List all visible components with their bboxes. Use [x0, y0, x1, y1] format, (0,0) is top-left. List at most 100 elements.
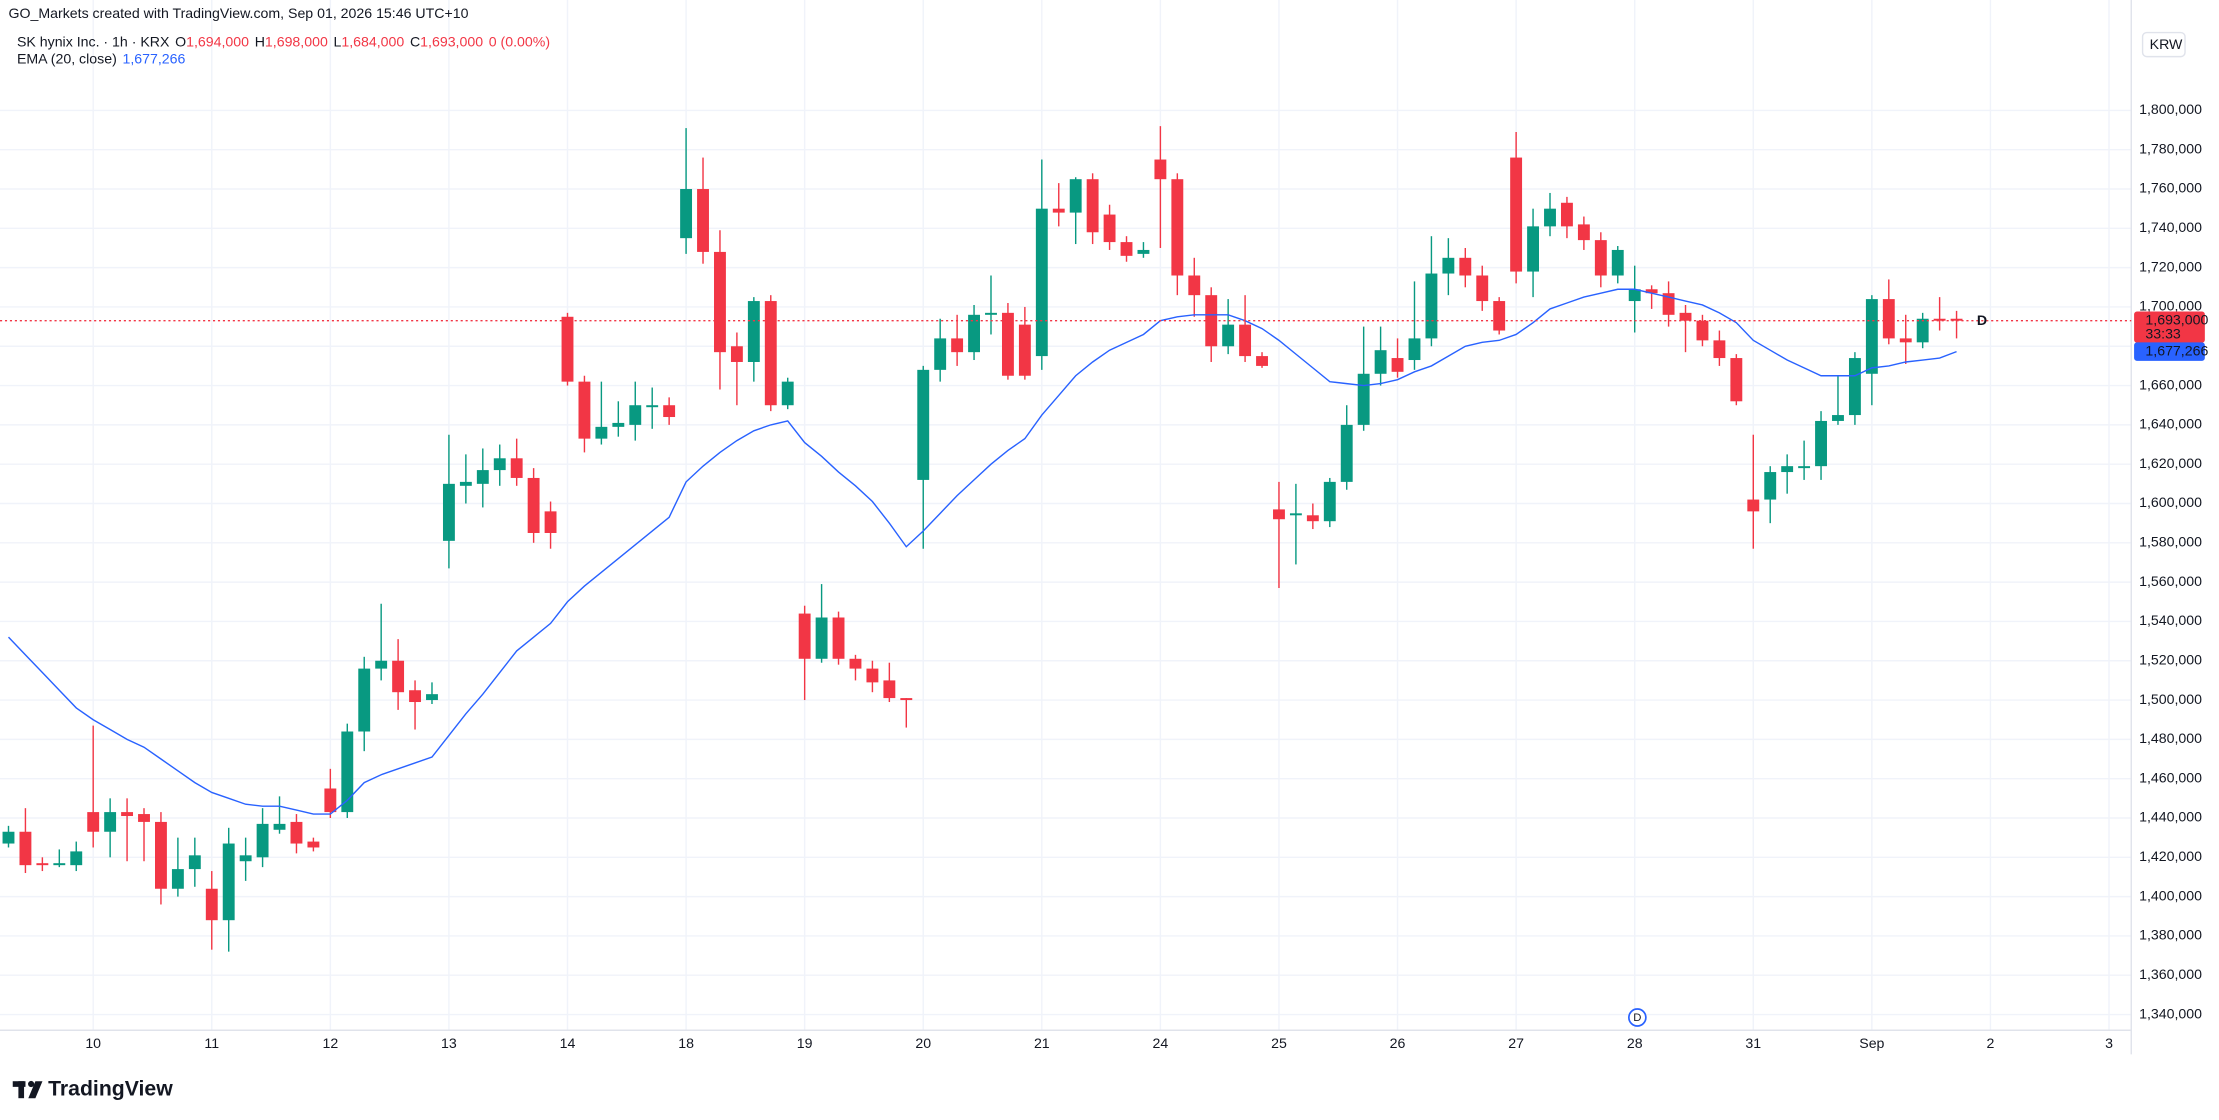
x-tick-label: 28 [1627, 1035, 1643, 1051]
x-tick-label: 21 [1034, 1035, 1050, 1051]
candle-body [832, 617, 845, 659]
candle-body [426, 694, 438, 701]
candle-body [409, 690, 421, 703]
candle-body [392, 660, 405, 693]
candle-body [968, 314, 980, 353]
candle-body [527, 477, 540, 533]
candle-body [1933, 318, 1946, 321]
candle-body [171, 869, 184, 889]
y-tick-label: 1,480,000 [2139, 730, 2202, 746]
candle-body [1493, 301, 1506, 331]
y-tick-label: 1,580,000 [2139, 534, 2202, 550]
candle-body [1594, 240, 1607, 276]
candle-body [1577, 224, 1590, 241]
candle-body [697, 189, 709, 252]
ohlc-value: 1,694,000 [186, 33, 249, 49]
candle-body [1781, 466, 1794, 473]
candle-body [544, 511, 557, 533]
candle-body [578, 381, 591, 439]
ema-tag-label: 1,677,266 [2145, 342, 2208, 358]
x-tick-label: 31 [1745, 1035, 1761, 1051]
candle-body [1442, 257, 1455, 274]
ohlc-key: C [410, 33, 420, 49]
candle-body [290, 821, 303, 844]
candle-body [1730, 358, 1743, 402]
candle-body [1323, 481, 1336, 522]
candle-body [1340, 424, 1353, 482]
y-tick-label: 1,360,000 [2139, 966, 2202, 982]
candle-body [36, 863, 49, 866]
candle-body [205, 888, 218, 921]
y-tick-label: 1,380,000 [2139, 927, 2202, 943]
symbol: SK hynix Inc. · 1h · KRX [17, 33, 170, 49]
candle-body [1103, 214, 1116, 243]
candle-body [900, 698, 913, 701]
y-tick-label: 1,720,000 [2139, 258, 2202, 274]
y-tick-label: 1,620,000 [2139, 455, 2202, 471]
candle-body [1832, 415, 1844, 421]
candle-body [1357, 373, 1370, 425]
legend-ohlc: SK hynix Inc. · 1h · KRX O1,694,000 H1,698… [17, 33, 550, 49]
x-tick-label: Sep [1859, 1035, 1884, 1051]
candle-body [1916, 318, 1929, 343]
y-tick-label: 1,640,000 [2139, 416, 2202, 432]
candle-body [459, 481, 472, 486]
candle-body [239, 855, 252, 862]
x-tick-label: 26 [1390, 1035, 1406, 1051]
ema-name: EMA (20, close) [17, 50, 117, 66]
candle-body [781, 381, 794, 406]
candle-body [1425, 273, 1438, 339]
candle-body [985, 312, 997, 315]
candle-body [375, 660, 388, 669]
logo-text: TradingView [48, 1077, 173, 1100]
candle-body [1628, 289, 1641, 302]
ohlc-value: 1,698,000 [265, 33, 328, 49]
candle-body [1645, 289, 1658, 294]
candle-body [1001, 312, 1014, 376]
candle-body [442, 483, 455, 541]
grid [0, 0, 2132, 1031]
currency-box[interactable] [2141, 31, 2186, 58]
candle-body [188, 855, 201, 870]
candle-body [341, 731, 354, 813]
candle-body [1798, 466, 1811, 469]
candle-body [1510, 157, 1523, 272]
logo-shape [18, 1081, 25, 1099]
candle-body [1527, 226, 1540, 272]
candle-body [680, 189, 693, 239]
ohlc-key: L [333, 33, 341, 49]
candle-body [646, 405, 659, 408]
candle-body [1188, 275, 1201, 296]
candle-body [358, 668, 371, 732]
candle-body [104, 812, 117, 832]
y-tick-label: 1,340,000 [2139, 1005, 2202, 1021]
candle-body [798, 613, 811, 659]
event-label[interactable]: D [1633, 1012, 1641, 1024]
candle-body [1306, 515, 1319, 522]
x-tick-label: 18 [678, 1035, 694, 1051]
candle-body [1120, 242, 1133, 256]
ema-value: 1,677,266 [122, 50, 185, 66]
x-tick-label: 19 [797, 1035, 813, 1051]
candle-body [1273, 509, 1285, 520]
event-icon[interactable] [1628, 1008, 1647, 1027]
ema-tag [2134, 342, 2205, 361]
y-tick-label: 1,700,000 [2139, 298, 2202, 314]
candle-body [53, 863, 66, 866]
y-tick-label: 1,460,000 [2139, 769, 2202, 785]
candle-body [222, 843, 235, 921]
x-tick-label: 25 [1271, 1035, 1287, 1051]
candle-body [1848, 358, 1861, 416]
candle-body [1679, 312, 1692, 321]
currency[interactable]: KRW [2150, 36, 2183, 52]
candle-body [714, 251, 726, 353]
candle-body [476, 470, 489, 484]
candle-body [595, 426, 608, 439]
candle-body [629, 405, 642, 425]
candle-body [1882, 299, 1895, 339]
candle-body [510, 458, 523, 478]
candle-body [1611, 249, 1624, 276]
